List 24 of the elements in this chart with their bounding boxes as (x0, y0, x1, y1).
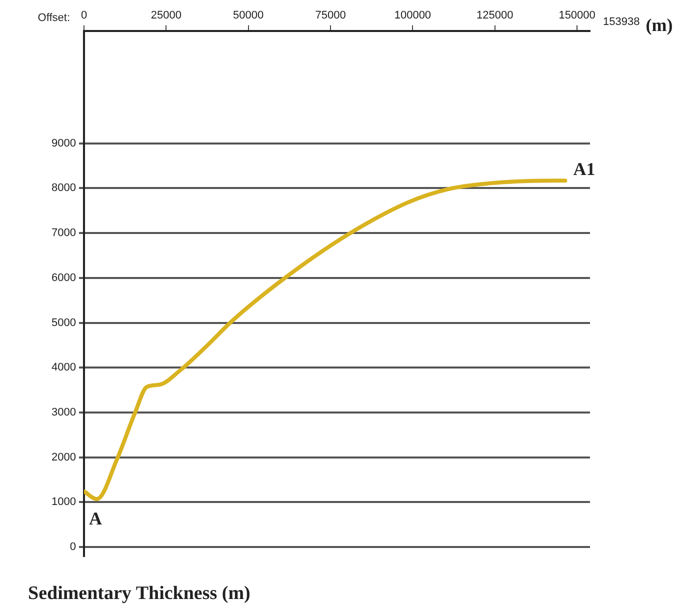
x-tick-label: 25000 (150, 10, 182, 22)
y-tick-label: 4000 (52, 362, 76, 374)
y-tick-label: 6000 (52, 272, 76, 284)
y-tick-label: 3000 (52, 406, 76, 418)
y-tick-label: 1000 (52, 496, 76, 508)
text: 153938 (603, 16, 640, 28)
x-tick-label: 125000 (476, 10, 514, 22)
x-tick-label: 150000 (558, 10, 596, 22)
y-tick-label: 9000 (52, 137, 76, 150)
text: (m) (646, 14, 673, 35)
annotation: A1 (573, 159, 596, 180)
line-series (84, 178, 568, 502)
y-tick-label: 7000 (52, 227, 76, 240)
x-tick-label: 0 (80, 10, 88, 22)
x-tick-label: 100000 (394, 10, 432, 22)
y-tick-label: 2000 (52, 451, 76, 464)
x-axis-title: Offset: (38, 12, 70, 24)
y-tick-label: 0 (70, 541, 76, 554)
y-tick-label: 5000 (52, 316, 76, 329)
x-tick-label: 75000 (315, 10, 346, 22)
x-tick-label: 50000 (233, 10, 264, 22)
annotation: A (89, 508, 102, 529)
text: Sedimentary Thickness (m) (28, 582, 250, 604)
y-tick-label: 8000 (52, 182, 76, 194)
